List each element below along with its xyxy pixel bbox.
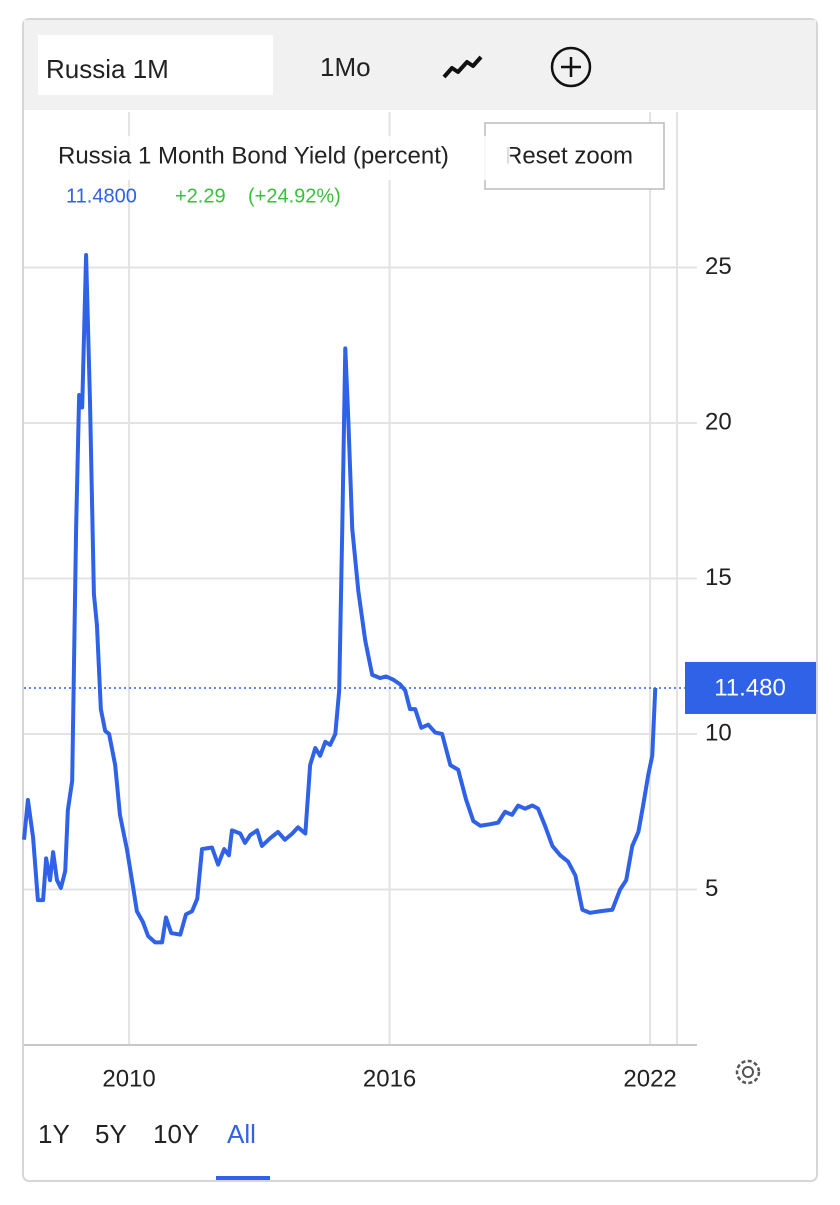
y-tick-label: 25 [705, 253, 732, 280]
x-tick-label: 2022 [623, 1065, 676, 1092]
current-value-label: 11.480 [714, 674, 786, 701]
range-button-active[interactable]: All [227, 1119, 256, 1149]
add-icon[interactable] [550, 46, 592, 88]
settings-icon[interactable] [735, 1059, 761, 1085]
y-tick-label: 10 [705, 719, 732, 746]
y-tick-label: 15 [705, 564, 732, 591]
range-button[interactable]: 10Y [153, 1119, 199, 1149]
instrument-box[interactable] [38, 35, 273, 95]
add-icon-plus [561, 57, 581, 77]
x-tick-label: 2010 [102, 1065, 155, 1092]
range-button[interactable]: 5Y [95, 1119, 127, 1149]
card [22, 18, 818, 1182]
y-tick-label: 5 [705, 875, 718, 902]
reset-zoom-label[interactable]: Reset zoom [505, 142, 633, 169]
plot: 5 10 15 20 25 2010 2016 2022 11.480 [22, 112, 816, 1092]
change-pct: (+24.92%) [248, 185, 341, 207]
x-tick-label: 2016 [363, 1065, 416, 1092]
reset-zoom-button[interactable] [484, 122, 665, 190]
range-button[interactable]: 1Y [38, 1119, 70, 1149]
gear-hub [742, 1066, 754, 1078]
legend-bg [56, 136, 510, 180]
last-value: 11.4800 [66, 185, 137, 207]
change: +2.29 [175, 185, 226, 207]
instrument[interactable]: Russia 1M [46, 54, 169, 84]
yield-line [22, 253, 658, 945]
current-value-tag [685, 661, 816, 714]
y-tick-label: 20 [705, 408, 732, 435]
chart-type-icon[interactable] [442, 55, 483, 79]
range-underline [216, 1176, 270, 1180]
interval[interactable]: 1Mo [320, 52, 371, 82]
gear[interactable] [735, 1059, 761, 1085]
legend-title: Russia 1 Month Bond Yield (percent) [58, 142, 449, 169]
